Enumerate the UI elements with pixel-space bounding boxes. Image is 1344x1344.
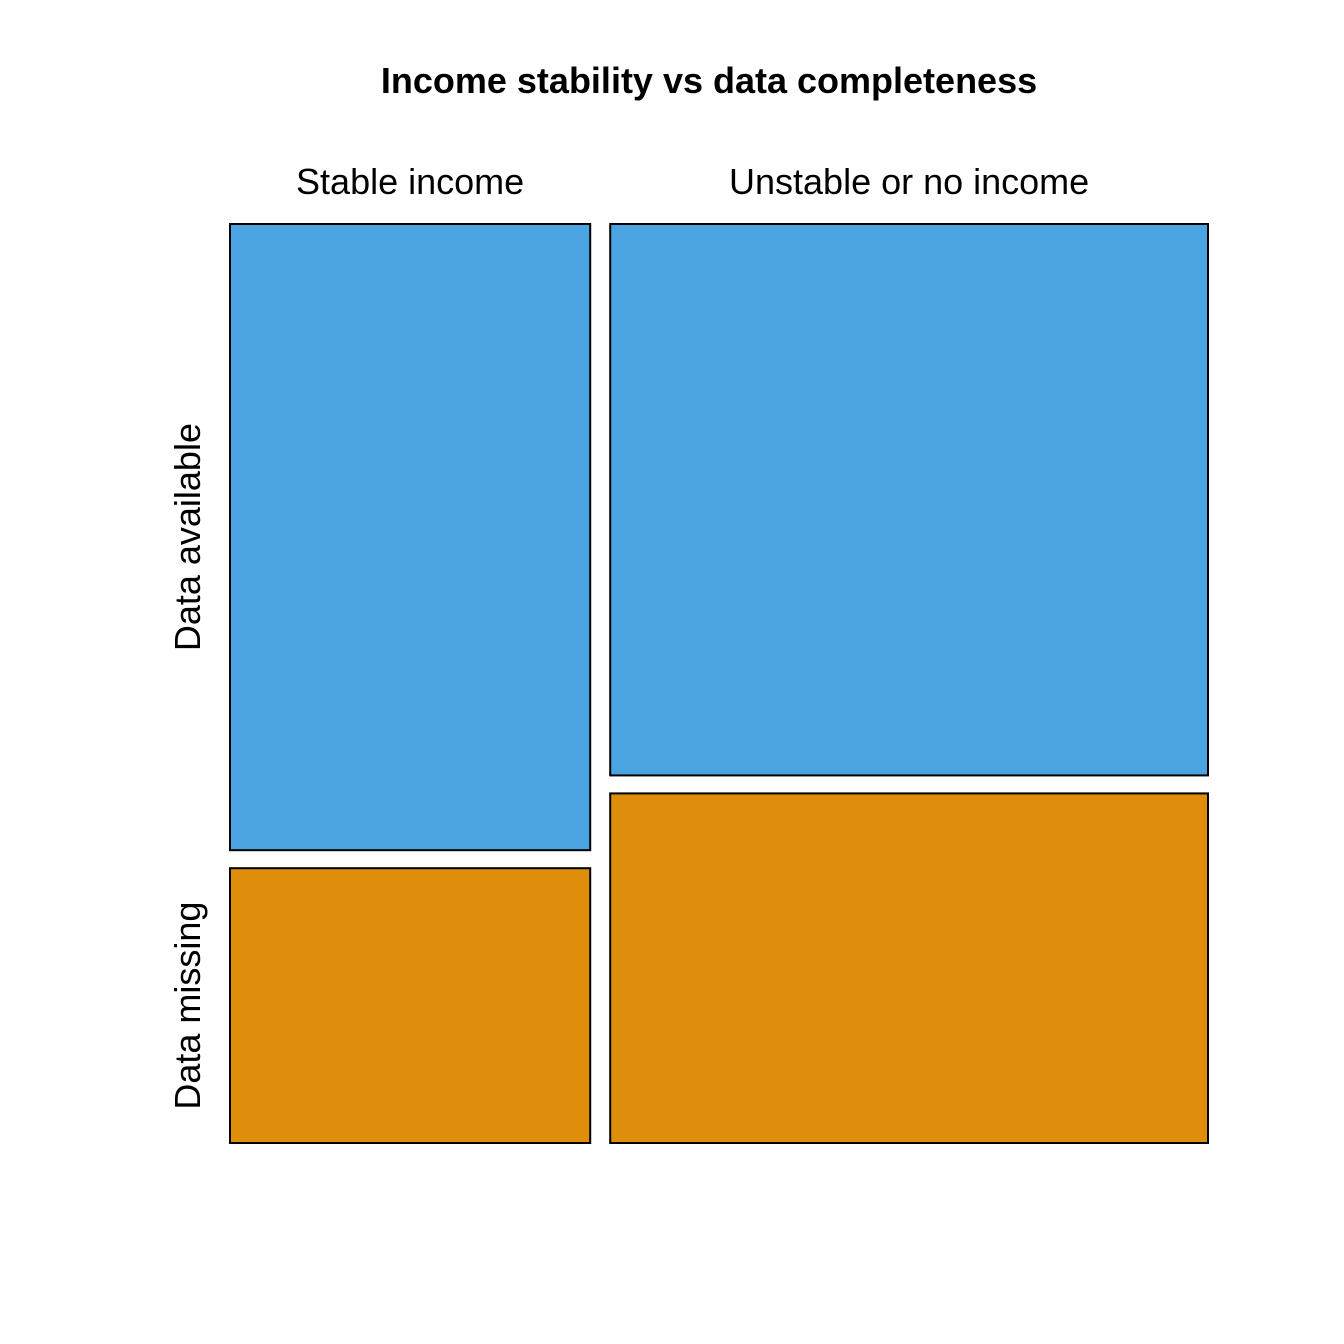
column-label-unstable-or-no-income: Unstable or no income xyxy=(729,161,1089,202)
cell-stable-income-data-available xyxy=(229,223,592,852)
mosaic-cells xyxy=(229,223,1209,1144)
cell-stable-income-data-missing xyxy=(229,867,592,1144)
row-labels: Data available Data missing xyxy=(167,423,208,1110)
cell-unstable-or-no-income-data-missing xyxy=(609,792,1209,1144)
chart-title: Income stability vs data completeness xyxy=(381,60,1037,101)
column-labels: Stable income Unstable or no income xyxy=(296,161,1089,202)
cell-unstable-or-no-income-data-available xyxy=(609,223,1209,777)
row-label-data-available: Data available xyxy=(167,423,208,651)
column-label-stable-income: Stable income xyxy=(296,161,524,202)
row-label-data-missing: Data missing xyxy=(167,902,208,1110)
